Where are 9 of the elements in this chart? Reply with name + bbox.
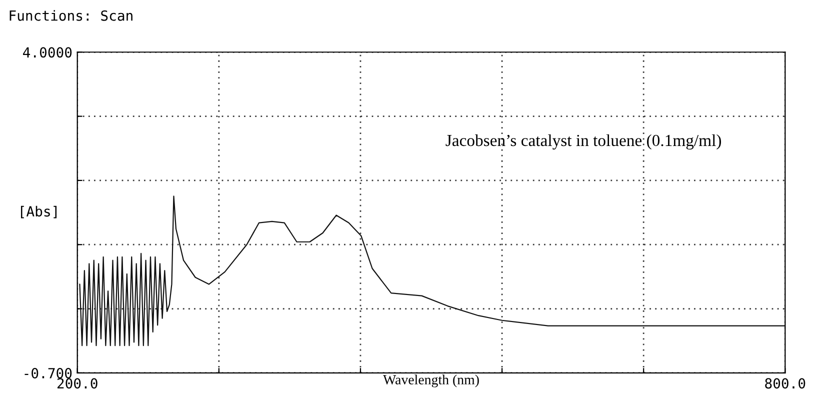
y-tick-label: 4.0000 — [23, 47, 72, 58]
x-axis-title: Wavelength (nm) — [383, 374, 479, 388]
y-tick-label: -0.700 — [24, 368, 72, 378]
line-series — [79, 196, 786, 346]
annotation: Jacobsen’s catalyst in toluene (0.1mg/ml) — [446, 134, 722, 150]
x-tick-label: 800.0 — [765, 378, 806, 389]
chart-title: Functions: Scan — [10, 10, 132, 21]
x-tick-label: 200.0 — [57, 378, 98, 389]
y-axis-title: [Abs] — [21, 206, 57, 218]
